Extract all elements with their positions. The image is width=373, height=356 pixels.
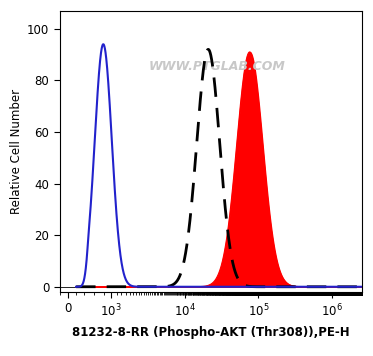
- Y-axis label: Relative Cell Number: Relative Cell Number: [10, 89, 23, 214]
- X-axis label: 81232-8-RR (Phospho-AKT (Thr308)),PE-H: 81232-8-RR (Phospho-AKT (Thr308)),PE-H: [72, 326, 350, 339]
- Text: WWW.PTGLAB.COM: WWW.PTGLAB.COM: [148, 61, 285, 73]
